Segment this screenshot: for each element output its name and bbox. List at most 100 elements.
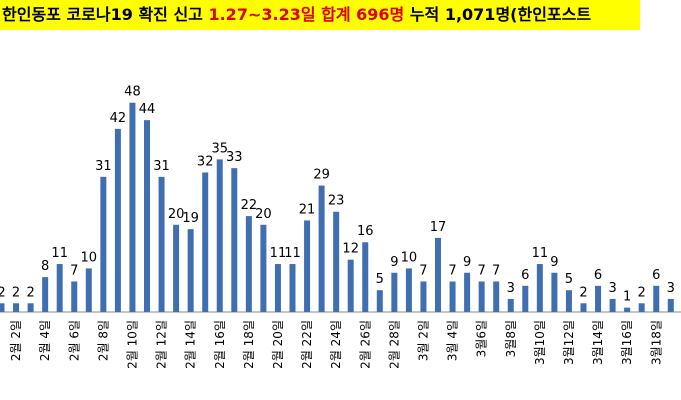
value-label: 11 (270, 246, 287, 261)
bar (13, 303, 20, 312)
bar (347, 259, 354, 312)
bar (216, 159, 223, 312)
value-label: 7 (492, 263, 500, 278)
value-label: 20 (168, 207, 185, 222)
x-tick-label: 2월 8일 (96, 320, 110, 361)
bar (420, 281, 427, 312)
value-label: 21 (299, 202, 316, 217)
bar (231, 168, 238, 312)
bar (609, 298, 616, 312)
bar (129, 102, 136, 312)
value-label: 31 (153, 159, 170, 174)
value-label: 7 (419, 263, 427, 278)
bar (595, 285, 602, 312)
value-label: 11 (284, 246, 301, 261)
value-label: 9 (550, 255, 558, 270)
value-label: 35 (211, 141, 228, 156)
value-label: 3 (608, 281, 616, 296)
value-label: 6 (652, 268, 660, 283)
bar (114, 128, 121, 312)
chart-title: 한인동포 코로나19 확진 신고 1.27~3.23일 합계 696명 누적 1… (2, 5, 591, 24)
value-label: 23 (328, 194, 345, 209)
bar (318, 185, 325, 312)
bar (376, 290, 383, 312)
x-tick-label: 2월 28일 (387, 320, 401, 369)
value-label: 20 (255, 207, 272, 222)
x-tick-label: 3월16일 (620, 320, 634, 365)
x-tick-label: 2월 22일 (300, 320, 314, 369)
value-label: 3 (507, 281, 515, 296)
bar (522, 285, 529, 312)
bar (638, 303, 645, 312)
x-tick-label: 3월 4일 (446, 320, 460, 361)
x-tick-label: 3월6일 (475, 320, 489, 357)
value-label: 2 (12, 285, 20, 300)
bar (245, 216, 252, 312)
x-tick-label: 2월 24일 (329, 320, 343, 369)
x-tick-label: 2월 18일 (242, 320, 256, 369)
value-label: 10 (81, 250, 98, 265)
x-tick-label: 2월 20일 (271, 320, 285, 369)
value-label: 22 (241, 198, 258, 213)
x-tick-label: 3월 2일 (416, 320, 430, 361)
bar (507, 298, 514, 312)
bar (202, 172, 209, 312)
value-label: 7 (448, 263, 456, 278)
title-background (0, 0, 640, 30)
bar (667, 298, 674, 312)
title-highlight: 1.27~3.23일 합계 696명 (208, 5, 404, 24)
bar (493, 281, 500, 312)
bar (42, 277, 49, 312)
bar (56, 264, 63, 312)
value-label: 11 (532, 246, 549, 261)
bar (464, 272, 471, 312)
value-label: 29 (313, 168, 330, 183)
value-label: 1 (623, 290, 631, 305)
value-label: 2 (0, 285, 6, 300)
x-tick-label: 2월 14일 (184, 320, 198, 369)
bar (274, 264, 281, 312)
x-tick-label: 2월 4일 (38, 320, 52, 361)
x-tick-label: 3월10일 (533, 320, 547, 365)
value-label: 9 (463, 255, 471, 270)
x-tick-label: 3월8일 (504, 320, 518, 357)
bar (71, 281, 78, 312)
value-label: 11 (51, 246, 68, 261)
value-label: 17 (430, 220, 447, 235)
value-label: 2 (26, 285, 34, 300)
bar (333, 211, 340, 312)
bar (565, 290, 572, 312)
bar (653, 285, 660, 312)
value-label: 16 (357, 224, 374, 239)
title-part: 한인동포 코로나19 확진 신고 (2, 5, 208, 24)
x-tick-label: 2월 12일 (155, 320, 169, 369)
x-tick-label: 3월12일 (562, 320, 576, 365)
value-label: 44 (139, 102, 156, 117)
bar (624, 307, 631, 312)
bar (100, 176, 107, 312)
bar (260, 224, 267, 312)
value-label: 6 (594, 268, 602, 283)
value-label: 12 (342, 242, 359, 257)
value-label: 48 (124, 85, 141, 100)
x-tick-label: 3월14일 (591, 320, 605, 365)
bar (580, 303, 587, 312)
value-label: 8 (41, 259, 49, 274)
value-label: 10 (401, 250, 418, 265)
value-label: 5 (376, 272, 384, 287)
value-label: 2 (579, 285, 587, 300)
bar (536, 264, 543, 312)
bar (391, 272, 398, 312)
bar (551, 272, 558, 312)
value-label: 19 (182, 211, 199, 226)
value-label: 6 (521, 268, 529, 283)
bar (362, 242, 369, 312)
bar (85, 268, 92, 312)
value-label: 9 (390, 255, 398, 270)
value-label: 5 (565, 272, 573, 287)
bar (435, 237, 441, 312)
bar (173, 224, 180, 312)
bar (158, 176, 165, 312)
